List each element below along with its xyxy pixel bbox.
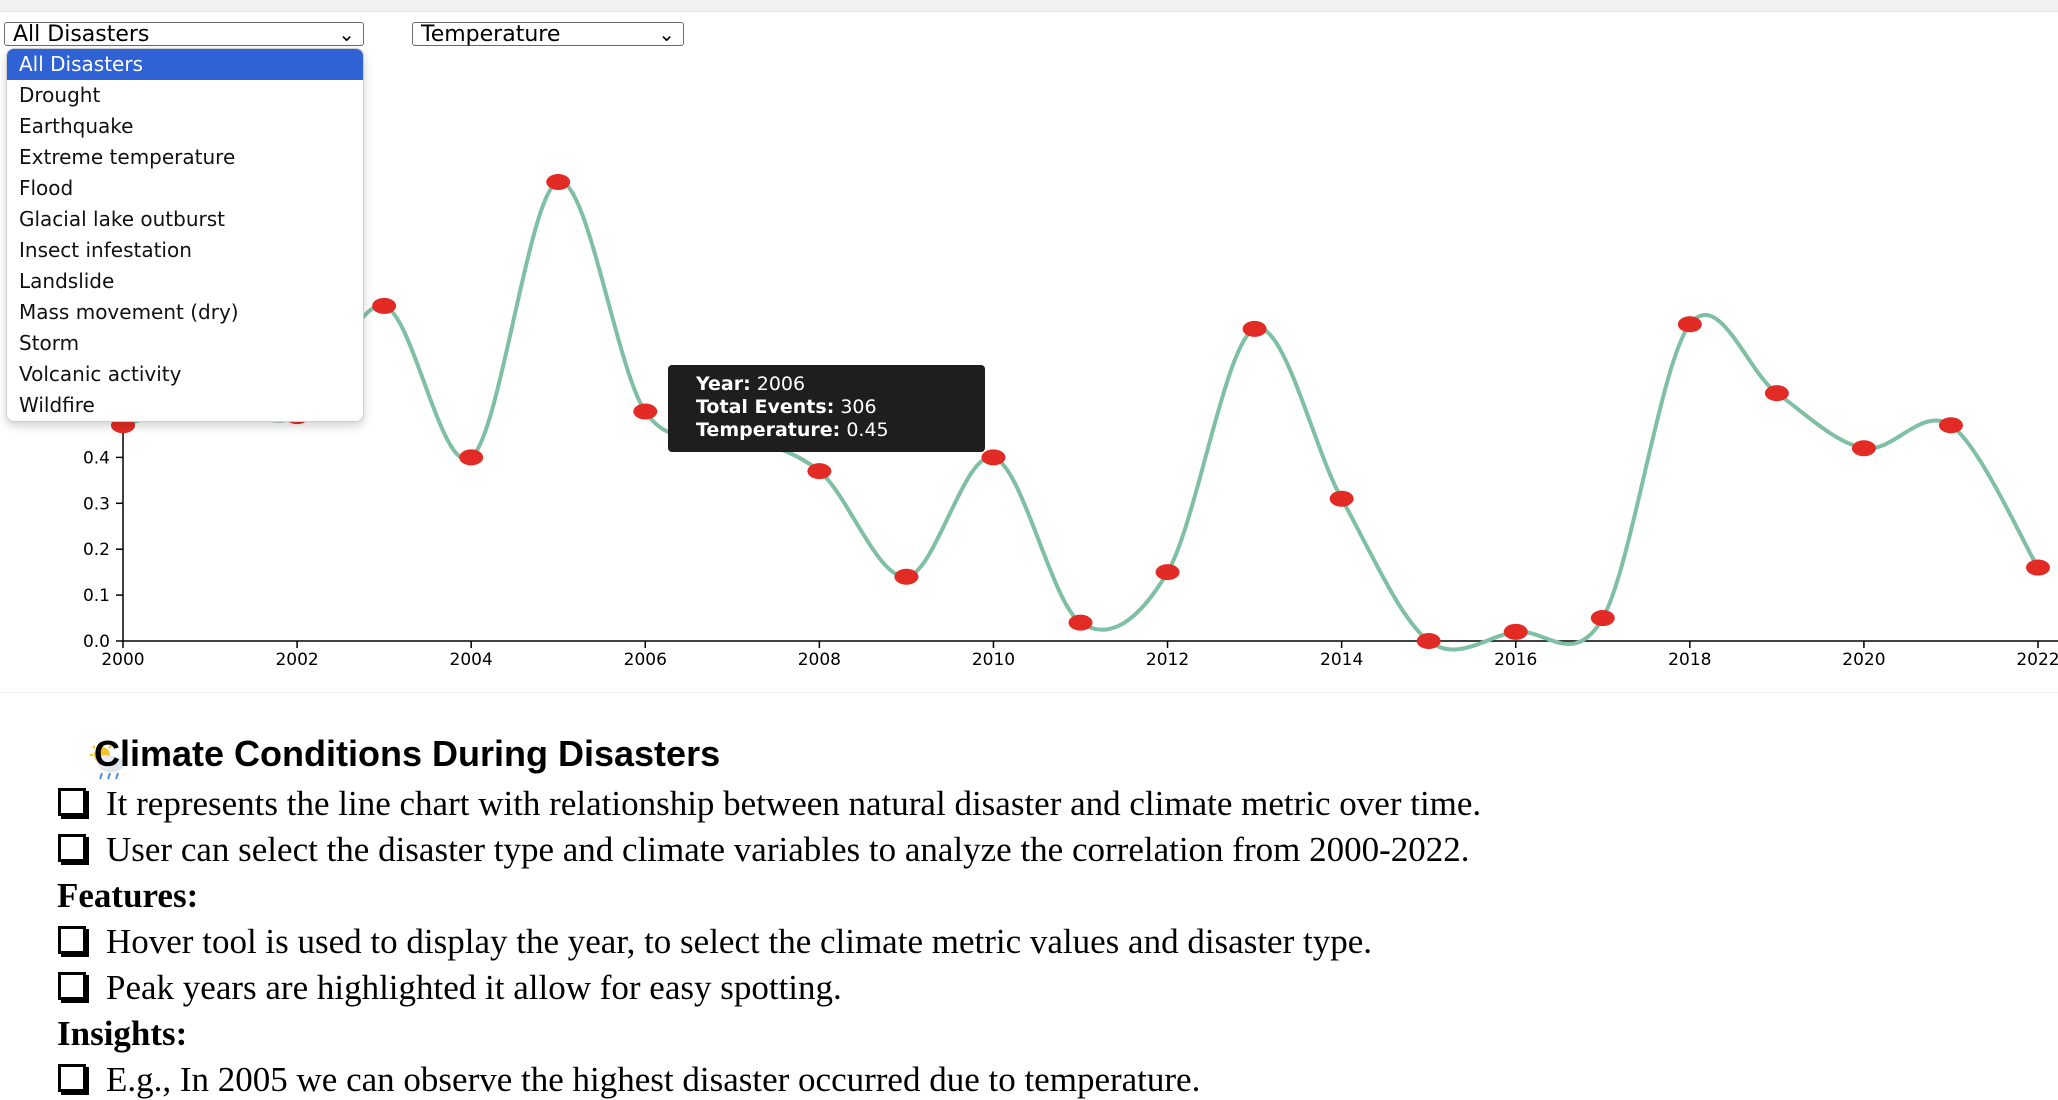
disaster-option[interactable]: Insect infestation bbox=[19, 238, 192, 262]
disaster-option[interactable]: Earthquake bbox=[19, 114, 134, 138]
data-points[interactable] bbox=[111, 174, 2050, 649]
disaster-option[interactable]: All Disasters bbox=[7, 49, 363, 80]
disaster-option[interactable]: Mass movement (dry) bbox=[19, 300, 239, 324]
y-tick-label: 0.0 bbox=[83, 632, 110, 652]
line-chart: 2000 2002 2004 2006 2008 2010 2012 2014 2016 2018… bbox=[83, 174, 2058, 670]
insights-bullet-1: E.g., In 2005 we can observe the highest… bbox=[58, 1060, 1200, 1100]
data-point-2014[interactable] bbox=[1329, 490, 1354, 507]
disaster-option[interactable]: Storm bbox=[19, 331, 80, 355]
tooltip-total-events: Total Events: 306 bbox=[696, 396, 877, 418]
x-tick-label: 2004 bbox=[450, 650, 493, 670]
x-tick-label: 2012 bbox=[1146, 650, 1189, 670]
y-tick-label: 0.4 bbox=[83, 448, 110, 468]
data-point-2015[interactable] bbox=[1416, 633, 1441, 649]
checkbox-bullet-icon bbox=[58, 788, 86, 816]
data-point-2019[interactable] bbox=[1764, 385, 1789, 402]
insights-heading: Insights: bbox=[57, 1014, 188, 1053]
data-point-2018[interactable] bbox=[1677, 316, 1702, 333]
y-tick-label: 0.2 bbox=[83, 540, 110, 560]
data-point-2012[interactable] bbox=[1155, 564, 1180, 581]
chart-axes: 2000 2002 2004 2006 2008 2010 2012 2014 2016 2018… bbox=[83, 432, 2058, 670]
checkbox-bullet-icon bbox=[58, 834, 86, 862]
tooltip-year: Year: 2006 bbox=[696, 373, 806, 395]
data-point-2010[interactable] bbox=[981, 449, 1006, 466]
x-tick-label: 2002 bbox=[275, 650, 318, 670]
data-point-2006[interactable] bbox=[633, 403, 658, 420]
disaster-option[interactable]: Volcanic activity bbox=[19, 362, 182, 386]
climate-metric-select[interactable]: Temperature ⌄ bbox=[412, 22, 684, 47]
sun-behind-rain-cloud-icon bbox=[90, 743, 124, 780]
data-point-2013[interactable] bbox=[1242, 320, 1267, 337]
data-point-2016[interactable] bbox=[1503, 623, 1528, 640]
disaster-select-value: All Disasters bbox=[13, 22, 150, 47]
data-point-2008[interactable] bbox=[807, 463, 832, 480]
y-tick-label: 0.1 bbox=[83, 586, 110, 606]
disaster-option[interactable]: Flood bbox=[19, 176, 74, 200]
window-top-border bbox=[0, 0, 2058, 12]
data-point-2003[interactable] bbox=[372, 297, 397, 314]
features-bullet-2: Peak years are highlighted it allow for … bbox=[58, 968, 842, 1008]
x-tick-label: 2020 bbox=[1842, 650, 1885, 670]
features-bullet-1: Hover tool is used to display the year, … bbox=[58, 922, 1372, 962]
disaster-options-list[interactable]: All Disasters Drought Earthquake Extreme te… bbox=[6, 48, 364, 422]
disaster-option[interactable]: Extreme temperature bbox=[19, 145, 236, 169]
tooltip-temperature: Temperature: 0.45 bbox=[696, 419, 889, 441]
disaster-option[interactable]: Wildfire bbox=[19, 393, 95, 417]
x-tick-label: 2022 bbox=[2016, 650, 2058, 670]
intro-bullet-1: It represents the line chart with relati… bbox=[58, 784, 1481, 824]
data-point-2005[interactable] bbox=[546, 174, 571, 190]
intro-bullet-2: User can select the disaster type and cl… bbox=[58, 830, 1470, 870]
data-point-2020[interactable] bbox=[1851, 440, 1876, 457]
x-tick-label: 2016 bbox=[1494, 650, 1537, 670]
data-point-2022[interactable] bbox=[2026, 559, 2050, 576]
checkbox-bullet-icon bbox=[58, 926, 86, 954]
disaster-option[interactable]: Glacial lake outburst bbox=[19, 207, 225, 231]
disaster-option[interactable]: Drought bbox=[19, 83, 101, 107]
disaster-type-select[interactable]: All Disasters ⌄ bbox=[4, 22, 364, 47]
hover-tooltip: Year: 2006 Total Events: 306 Temperature… bbox=[668, 365, 985, 452]
chevron-down-icon: ⌄ bbox=[338, 22, 355, 46]
data-point-2011[interactable] bbox=[1068, 614, 1093, 631]
x-tick-label: 2018 bbox=[1668, 650, 1711, 670]
x-tick-label: 2010 bbox=[972, 650, 1015, 670]
y-tick-label: 0.3 bbox=[83, 494, 110, 514]
x-tick-label: 2014 bbox=[1320, 650, 1363, 670]
data-point-2021[interactable] bbox=[1938, 417, 1963, 434]
checkbox-bullet-icon bbox=[58, 972, 86, 1000]
series-line bbox=[122, 179, 2040, 652]
data-point-2009[interactable] bbox=[894, 568, 919, 585]
x-tick-label: 2008 bbox=[798, 650, 841, 670]
features-heading: Features: bbox=[57, 876, 199, 915]
x-tick-label: 2000 bbox=[101, 650, 144, 670]
disaster-option[interactable]: Landslide bbox=[19, 269, 115, 293]
x-tick-label: 2006 bbox=[624, 650, 667, 670]
metric-select-value: Temperature bbox=[421, 22, 561, 47]
data-point-2004[interactable] bbox=[459, 449, 484, 466]
data-point-2017[interactable] bbox=[1590, 610, 1615, 627]
section-title-text: Climate Conditions During Disasters bbox=[94, 733, 721, 774]
chevron-down-icon: ⌄ bbox=[658, 22, 675, 46]
